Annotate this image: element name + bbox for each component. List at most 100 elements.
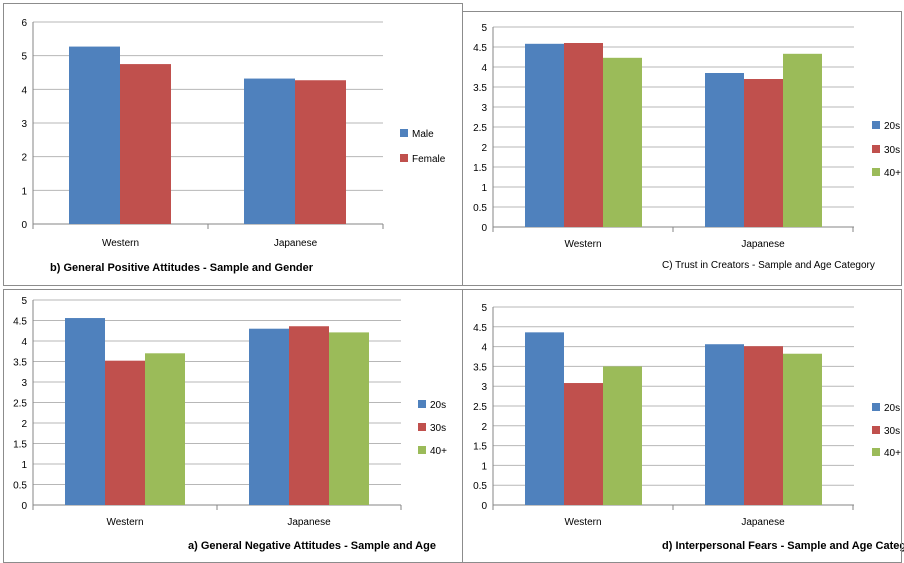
bar [603,366,642,505]
x-category-label: Japanese [287,517,331,528]
y-tick-label: 3 [21,378,27,389]
legend-swatch [418,423,426,431]
y-tick-label: 1 [481,183,487,194]
y-tick-label: 2 [481,143,487,154]
bar [69,46,120,225]
bar [525,332,564,505]
y-tick-label: 2 [21,153,27,164]
y-tick-label: 1.5 [473,163,487,174]
y-tick-label: 0 [21,501,27,512]
y-tick-label: 0.5 [13,481,27,492]
bar [705,344,744,505]
chart-title: C) Trust in Creators - Sample and Age Ca… [662,260,875,271]
legend-swatch [872,145,880,153]
legend-label: 20s [430,400,446,411]
legend-swatch [872,168,880,176]
chart-title: a) General Negative Attitudes - Sample a… [188,540,436,552]
bar [783,353,822,505]
y-tick-label: 3 [481,382,487,393]
x-category-label: Western [106,517,143,528]
legend-label: 40+ [430,446,447,457]
y-tick-label: 0.5 [473,203,487,214]
chart-panel-positive-attitudes: 0 1 2 3 4 5 6 Western Japanese Male Female b) Gener… [3,3,463,286]
x-category-label: Western [564,239,601,250]
bar [329,332,369,505]
chart-svg: 0 0.5 1 1.5 2 2.5 3 3.5 4 4.5 5 Western Japanese 20s 3… [473,23,901,271]
y-tick-label: 2 [481,422,487,433]
chart-svg: 0 0.5 1 1.5 2 2.5 3 3.5 4 4.5 5 Western Japanese 20s 3… [13,296,447,552]
y-tick-label: 0 [481,501,487,512]
legend-swatch [418,446,426,454]
legend-swatch [872,426,880,434]
y-tick-label: 4 [21,337,27,348]
legend-label: 30s [430,423,446,434]
y-tick-label: 3.5 [473,362,487,373]
bar [603,57,642,227]
bar [249,328,289,505]
chart-panel-interpersonal-fears: 0 0.5 1 1.5 2 2.5 3 3.5 4 4.5 5 Western Japanese 20s 3… [462,289,904,563]
y-tick-label: 1 [21,460,27,471]
y-tick-label: 3.5 [473,83,487,94]
y-tick-label: 1.5 [473,442,487,453]
y-tick-label: 3 [481,103,487,114]
y-tick-label: 1.5 [13,440,27,451]
y-tick-label: 4 [481,63,487,74]
bar [65,318,105,505]
x-category-label: Japanese [741,517,785,528]
y-tick-label: 4 [21,85,27,96]
y-tick-label: 4 [481,343,487,354]
y-tick-label: 3 [21,119,27,130]
legend-swatch [872,448,880,456]
legend-label: Male [412,129,434,140]
bar [289,326,329,505]
y-tick-label: 2 [21,419,27,430]
y-tick-label: 2.5 [473,402,487,413]
y-tick-label: 5 [21,296,27,307]
legend-label: 20s [884,121,900,132]
chart-title: d) Interpersonal Fears - Sample and Age … [662,540,904,552]
legend-swatch [400,129,408,137]
bar [744,346,783,505]
bar [525,43,564,227]
y-tick-label: 1 [481,461,487,472]
y-tick-label: 4.5 [473,323,487,334]
y-tick-label: 0.5 [473,481,487,492]
y-tick-label: 2.5 [473,123,487,134]
x-category-label: Japanese [741,239,785,250]
bar [705,73,744,227]
chart-svg: 0 1 2 3 4 5 6 Western Japanese Male Female b) Gener… [21,18,446,274]
legend-swatch [872,121,880,129]
y-tick-label: 6 [21,18,27,29]
x-category-label: Western [102,238,139,249]
chart-svg: 0 0.5 1 1.5 2 2.5 3 3.5 4 4.5 5 Western Japanese 20s 3… [473,303,904,552]
y-tick-label: 4.5 [473,43,487,54]
y-tick-label: 4.5 [13,317,27,328]
y-tick-label: 0 [21,220,27,231]
bar [783,53,822,227]
bar [295,80,346,224]
x-category-label: Western [564,517,601,528]
bar [244,78,295,224]
bar [120,64,171,224]
legend-label: 30s [884,426,900,437]
bar [564,383,603,505]
bar [105,360,145,505]
legend-label: 40+ [884,448,901,459]
bar [744,79,783,227]
y-tick-label: 5 [481,303,487,314]
y-tick-label: 2.5 [13,399,27,410]
legend-label: 40+ [884,168,901,179]
y-tick-label: 5 [21,52,27,63]
chart-title: b) General Positive Attitudes - Sample a… [50,262,314,274]
chart-panel-trust-in-creators: 0 0.5 1 1.5 2 2.5 3 3.5 4 4.5 5 Western Japanese 20s 3… [462,11,902,286]
x-category-label: Japanese [274,238,318,249]
chart-panel-negative-attitudes: 0 0.5 1 1.5 2 2.5 3 3.5 4 4.5 5 Western Japanese 20s 3… [3,289,463,563]
legend-label: Female [412,154,446,165]
legend-swatch [400,154,408,162]
y-tick-label: 3.5 [13,358,27,369]
bar [564,43,603,227]
legend-label: 20s [884,403,900,414]
legend-label: 30s [884,145,900,156]
legend-swatch [418,400,426,408]
y-tick-label: 5 [481,23,487,34]
